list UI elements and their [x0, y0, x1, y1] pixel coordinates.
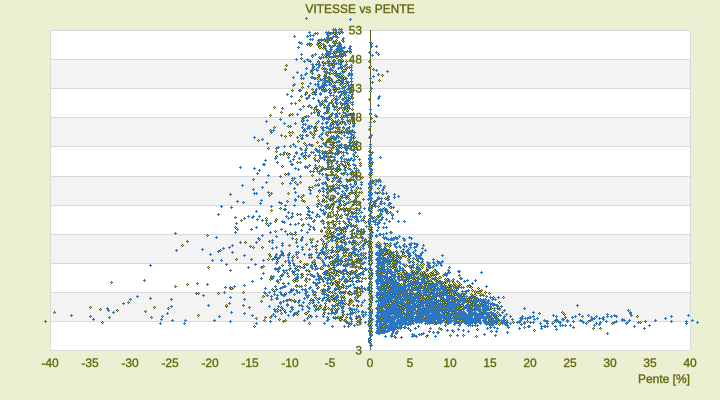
- svg-text:35: 35: [643, 356, 657, 370]
- svg-text:53: 53: [349, 24, 363, 38]
- svg-text:-15: -15: [241, 356, 259, 370]
- svg-text:-30: -30: [121, 356, 139, 370]
- svg-text:0: 0: [367, 356, 374, 370]
- svg-text:3: 3: [355, 344, 362, 358]
- svg-text:-25: -25: [161, 356, 179, 370]
- svg-text:Vitesse [km/h]: Vitesse [km/h]: [323, 128, 337, 240]
- svg-text:43: 43: [349, 82, 363, 96]
- svg-text:25: 25: [563, 356, 577, 370]
- svg-text:-5: -5: [325, 356, 336, 370]
- svg-text:Pente [%]: Pente [%]: [638, 372, 690, 386]
- svg-text:15: 15: [483, 356, 497, 370]
- svg-text:8: 8: [355, 286, 362, 300]
- svg-text:5: 5: [407, 356, 414, 370]
- svg-text:-20: -20: [201, 356, 219, 370]
- svg-text:40: 40: [683, 356, 697, 370]
- svg-text:18: 18: [349, 228, 363, 242]
- svg-text:38: 38: [349, 111, 363, 125]
- svg-text:-40: -40: [41, 356, 59, 370]
- svg-text:28: 28: [349, 170, 363, 184]
- svg-text:30: 30: [603, 356, 617, 370]
- svg-text:23: 23: [349, 199, 363, 213]
- svg-text:48: 48: [349, 53, 363, 67]
- svg-text:-35: -35: [81, 356, 99, 370]
- svg-text:-10: -10: [281, 356, 299, 370]
- svg-text:VITESSE vs PENTE: VITESSE vs PENTE: [305, 2, 414, 16]
- svg-text:13: 13: [349, 257, 363, 271]
- svg-text:3: 3: [355, 315, 362, 329]
- svg-text:10: 10: [443, 356, 457, 370]
- svg-text:33: 33: [349, 140, 363, 154]
- svg-text:20: 20: [523, 356, 537, 370]
